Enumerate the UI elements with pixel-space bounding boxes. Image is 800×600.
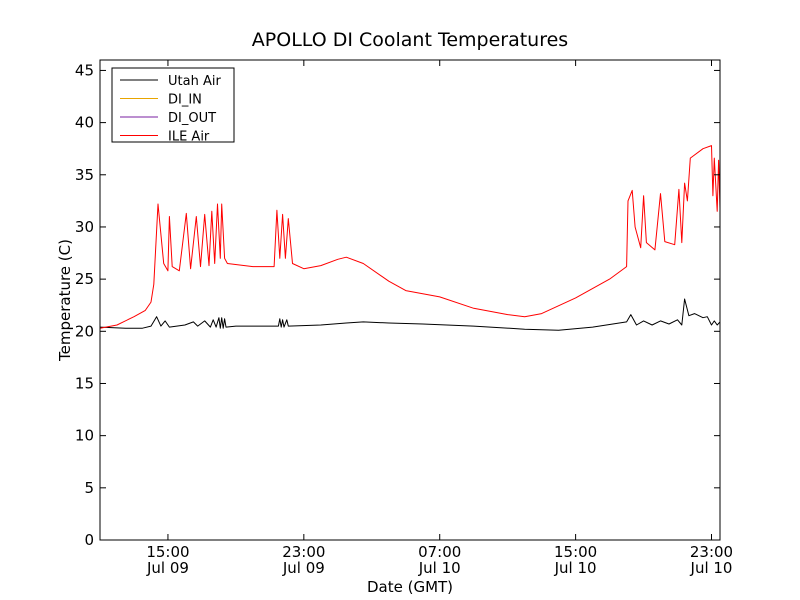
y-tick-label: 0 [84,531,94,549]
series-line-utah-air [99,298,721,331]
y-tick-label: 10 [75,427,94,445]
x-tick-label-time: 07:00 [418,543,461,561]
plot-frame [99,59,721,541]
y-tick-label: 5 [84,479,94,497]
y-tick-label: 15 [75,374,94,392]
series-layer [99,145,721,331]
x-tick-label-time: 23:00 [282,543,325,561]
x-tick-label-date: Jul 09 [282,559,325,577]
x-tick-label-date: Jul 10 [690,559,733,577]
y-axis-label: Temperature (C) [56,239,74,362]
y-tick-label: 35 [75,166,94,184]
x-tick-label-date: Jul 10 [418,559,461,577]
legend-label: DI_OUT [168,111,216,126]
y-tick-label: 20 [75,322,94,340]
legend-label: Utah Air [168,74,221,89]
x-tick-label-time: 15:00 [554,543,597,561]
y-tick-label: 40 [75,114,94,132]
y-tick-label: 30 [75,218,94,236]
x-tick-label-time: 23:00 [690,543,733,561]
y-tick-label: 45 [75,61,94,79]
y-axis: 0 5 10 15 20 25 30 35 40 45 [75,61,720,549]
x-tick-label-date: Jul 09 [146,559,189,577]
legend-label: ILE Air [168,130,210,145]
y-tick-label: 25 [75,270,94,288]
legend: Utah Air DI_IN DI_OUT ILE Air [111,67,235,145]
x-axis-label: Date (GMT) [367,578,453,596]
legend-label: DI_IN [168,93,202,108]
x-tick-label-time: 15:00 [146,543,189,561]
series-line-ile-air [99,145,721,329]
x-tick-label-date: Jul 10 [554,559,597,577]
chart-title: APOLLO DI Coolant Temperatures [252,29,568,51]
